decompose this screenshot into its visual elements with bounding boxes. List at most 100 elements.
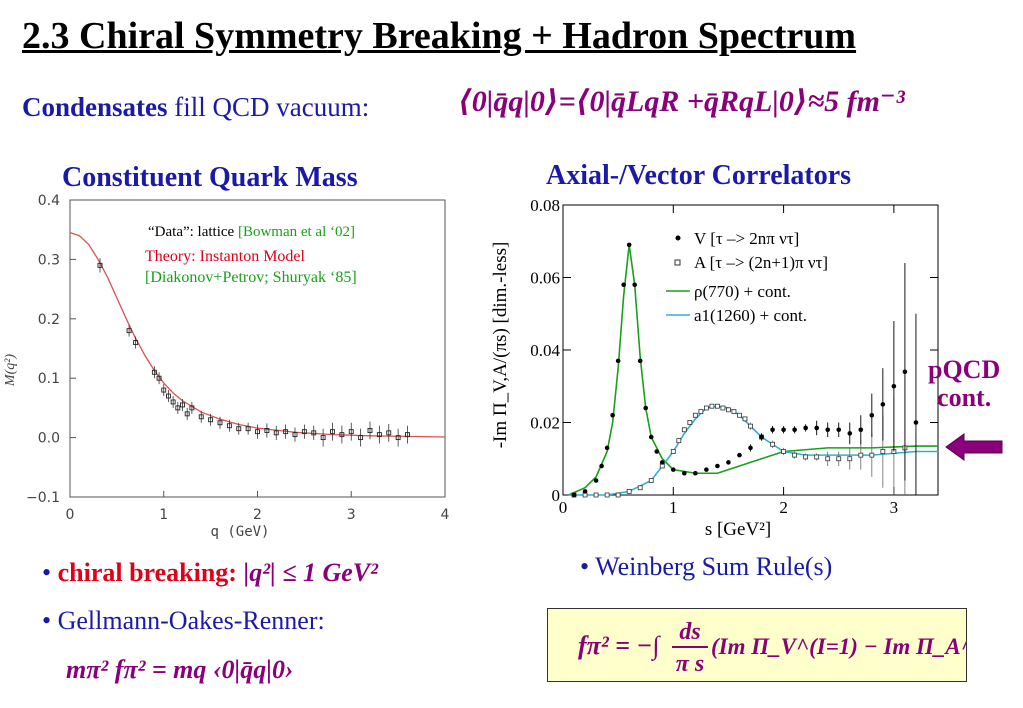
axial-point bbox=[803, 454, 809, 460]
lattice-point bbox=[208, 417, 214, 423]
y-tick-label: 0.4 bbox=[38, 193, 60, 209]
lattice-data-label: “Data”: lattice [Bowman et al ‘02] bbox=[148, 224, 355, 240]
right-heading: Axial-/Vector Correlators bbox=[546, 160, 852, 191]
axial-point bbox=[737, 412, 742, 418]
lattice-point bbox=[189, 405, 195, 411]
vector-point bbox=[891, 383, 897, 389]
lattice-point bbox=[339, 432, 345, 438]
vector-point bbox=[913, 420, 919, 425]
vector-point bbox=[836, 427, 842, 433]
axial-point bbox=[637, 485, 643, 491]
slide-title: 2.3 Chiral Symmetry Breaking + Hadron Sp… bbox=[22, 15, 857, 57]
lattice-point bbox=[273, 430, 279, 436]
left-heading: Constituent Quark Mass bbox=[62, 162, 358, 193]
lattice-point bbox=[264, 428, 270, 433]
axial-point bbox=[731, 409, 737, 415]
legend-entry-v: V [τ –> 2nπ ντ] bbox=[694, 229, 799, 248]
vector-point bbox=[599, 463, 604, 469]
y-tick-label: 0.3 bbox=[38, 252, 60, 268]
bullet-chiral-breaking: • chiral breaking: |q²| ≤ 1 GeV² bbox=[42, 558, 378, 587]
vector-point bbox=[643, 405, 649, 411]
axial-point bbox=[814, 454, 820, 460]
axial-point bbox=[726, 407, 731, 413]
lattice-point bbox=[156, 375, 162, 381]
lattice-point bbox=[170, 399, 176, 405]
condensates-label: Condensates bbox=[22, 92, 168, 122]
vector-point bbox=[781, 427, 786, 433]
axial-point bbox=[880, 449, 886, 454]
vector-point bbox=[654, 449, 660, 454]
pqcd-arrow-icon bbox=[945, 433, 1003, 461]
y-axis-label: -Im Π_V,A/(πs) [dim.-less] bbox=[490, 242, 511, 449]
axial-point bbox=[781, 449, 786, 454]
vector-point bbox=[604, 445, 610, 451]
axial-point bbox=[792, 452, 798, 458]
theory-label: Theory: Instanton Model bbox=[145, 248, 306, 265]
y-axis-label: M(q²) bbox=[3, 354, 18, 388]
condensates-text: fill QCD vacuum: bbox=[167, 92, 370, 122]
lattice-point bbox=[217, 420, 223, 426]
bullet-weinberg: • Weinberg Sum Rule(s) bbox=[580, 552, 833, 581]
axial-point bbox=[593, 492, 599, 498]
axial-point bbox=[715, 403, 720, 409]
x-tick-label: 4 bbox=[441, 507, 450, 523]
formula-denominator: π s bbox=[676, 651, 704, 677]
correlator-chart: 0 1 2 3 0 0.02 0.04 0.06 0.08 V [τ –> 2nπ ντ] A … bbox=[488, 195, 946, 543]
lattice-point bbox=[151, 369, 157, 375]
axial-point bbox=[692, 412, 698, 418]
axial-point bbox=[836, 456, 842, 462]
quark-mass-chart: 0 1 2 3 4 −0.1 0.0 0.1 0.2 0.3 0.4 “Data”: lattice… bbox=[0, 192, 452, 544]
vector-point bbox=[621, 282, 626, 288]
lattice-point bbox=[395, 435, 401, 441]
axial-point bbox=[720, 405, 726, 411]
axial-point bbox=[742, 416, 748, 422]
vector-point bbox=[715, 463, 720, 469]
axial-point bbox=[770, 441, 775, 447]
lattice-point bbox=[376, 432, 382, 438]
vector-point bbox=[858, 427, 864, 433]
gor-formula: mπ² fπ² = mq ‹0|q̄q|0› bbox=[66, 655, 294, 684]
x-tick-label: 0 bbox=[559, 498, 568, 517]
lattice-point bbox=[386, 430, 392, 436]
lattice-point bbox=[330, 429, 335, 435]
y-tick-label: −0.1 bbox=[26, 490, 60, 506]
vector-point bbox=[825, 427, 831, 433]
x-tick-label: 3 bbox=[890, 498, 899, 517]
y-tick-label: 0.0 bbox=[38, 431, 60, 447]
formula-rhs: (Im Π_V^(I=1) − Im Π_A^(I=1) ) bbox=[711, 634, 966, 659]
x-tick-label: 1 bbox=[669, 498, 678, 517]
condensate-formula: ⟨0|q̄q|0⟩=⟨0|q̄LqR +q̄RqL|0⟩≈5 fm⁻³ bbox=[458, 85, 905, 118]
x-axis-label: s [GeV²] bbox=[705, 519, 771, 540]
lattice-point bbox=[236, 426, 242, 432]
formula-numerator: ds bbox=[679, 619, 700, 645]
lattice-point bbox=[348, 429, 354, 435]
x-tick-label: 2 bbox=[253, 507, 262, 523]
lattice-point bbox=[255, 429, 260, 435]
axial-point bbox=[869, 452, 875, 458]
vector-point bbox=[869, 412, 875, 418]
vector-point bbox=[902, 369, 908, 375]
axial-point bbox=[858, 452, 864, 458]
vector-point bbox=[615, 358, 621, 364]
lattice-point bbox=[311, 430, 317, 436]
legend-entry-rho: ρ(770) + cont. bbox=[694, 282, 791, 301]
vector-point bbox=[682, 470, 687, 476]
vector-point bbox=[659, 460, 665, 465]
vector-point bbox=[670, 467, 676, 472]
axial-point bbox=[676, 438, 682, 444]
axial-point bbox=[709, 403, 715, 409]
axial-point bbox=[604, 492, 610, 498]
lattice-point bbox=[226, 423, 232, 429]
x-tick-label: 2 bbox=[779, 498, 788, 517]
pqcd-label: pQCD cont. bbox=[928, 356, 1000, 412]
x-tick-label: 1 bbox=[159, 507, 168, 523]
axial-point bbox=[687, 420, 693, 425]
lattice-point bbox=[198, 414, 204, 420]
vector-point bbox=[792, 427, 797, 433]
pqcd-line1: pQCD bbox=[928, 355, 1001, 384]
legend-entry-a1: a1(1260) + cont. bbox=[694, 306, 807, 325]
vector-point bbox=[632, 282, 637, 288]
axial-point bbox=[615, 492, 621, 498]
y-tick-label: 0.04 bbox=[530, 341, 560, 360]
lattice-point bbox=[358, 435, 364, 441]
